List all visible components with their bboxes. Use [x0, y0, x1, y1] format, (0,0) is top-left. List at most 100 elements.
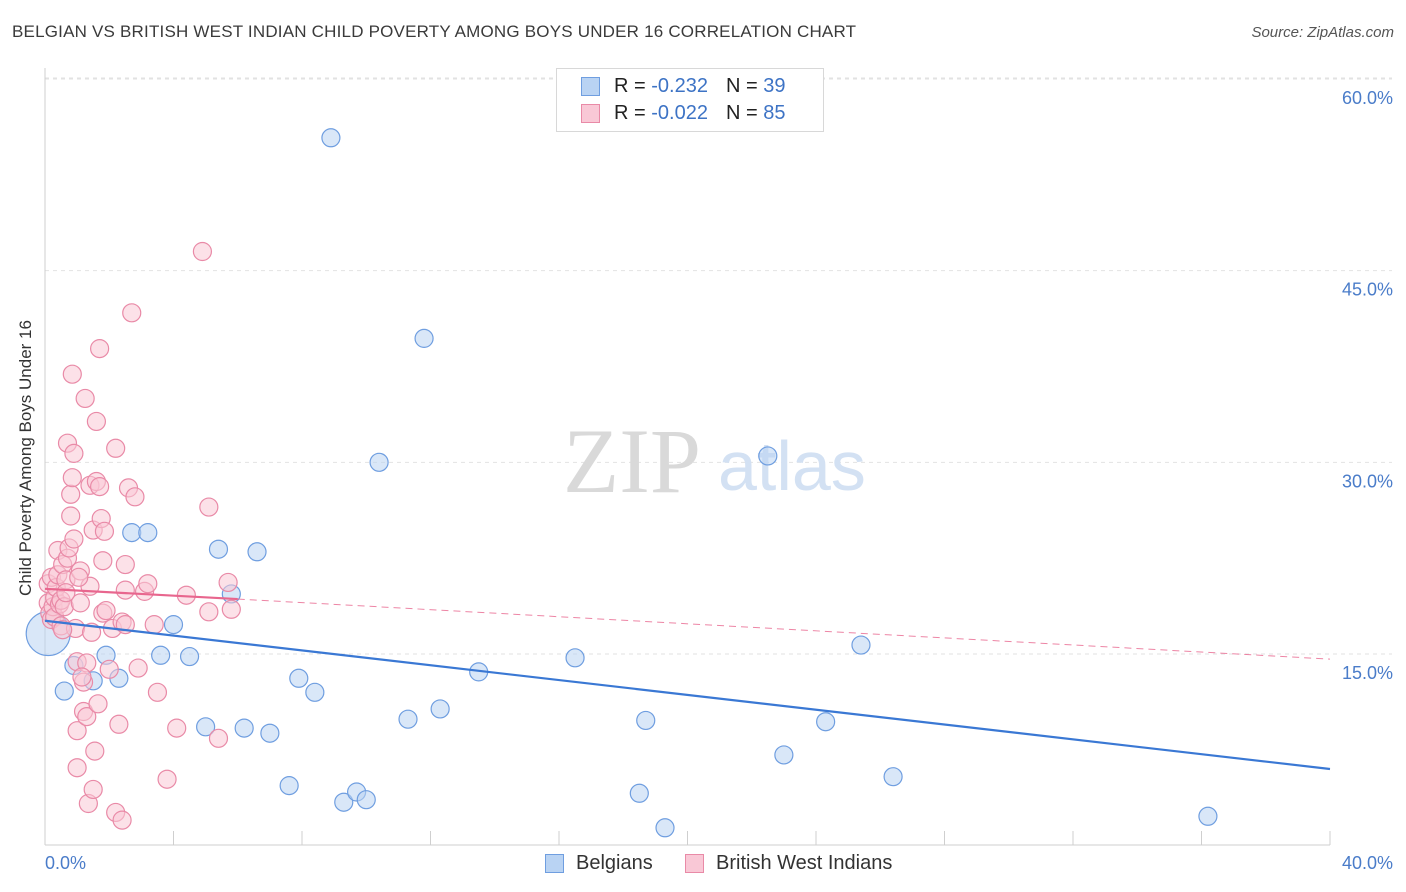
belgians-point	[414, 328, 434, 348]
british-west-indians-point	[115, 554, 135, 575]
british-west-indians-point	[138, 574, 158, 594]
source-label: Source: ZipAtlas.com	[1251, 24, 1394, 41]
british-west-indians-point	[125, 487, 145, 507]
belgians-point	[208, 539, 229, 559]
british-west-indians-point	[106, 438, 126, 458]
british-west-indians-point	[90, 477, 110, 497]
british-west-indians-point	[67, 758, 87, 778]
british-west-indians-point	[86, 411, 107, 432]
belgians-point	[163, 615, 184, 635]
belgians-point	[565, 648, 585, 668]
belgians-point	[883, 767, 903, 787]
y-tick-label: 30.0%	[1342, 471, 1393, 491]
watermark: ZIP atlas	[563, 410, 866, 512]
belgians-point	[179, 646, 200, 667]
british-west-indians-point	[147, 682, 168, 702]
belgians-point	[636, 710, 656, 731]
belgians-point	[305, 682, 325, 702]
british-west-indians-point	[109, 714, 129, 734]
belgians-point	[279, 776, 299, 796]
british-west-indians-swatch	[581, 104, 600, 123]
belgians-point	[196, 717, 216, 737]
british-west-indians-n-value: 85	[763, 102, 786, 124]
belgians-point	[151, 645, 171, 665]
british-west-indians-point	[83, 779, 103, 800]
y-tick-label: 60.0%	[1342, 88, 1393, 108]
belgians-point	[234, 718, 254, 738]
legend-row-british-west-indians: R = -0.022 N = 85	[581, 102, 785, 125]
belgians-point	[54, 681, 74, 701]
belgians-point	[655, 818, 675, 838]
bottom-legend-belgians: Belgians	[545, 852, 653, 875]
chart-title: BELGIAN VS BRITISH WEST INDIAN CHILD POV…	[12, 22, 857, 41]
british-west-indians-point	[85, 741, 105, 761]
british-west-indians-point	[128, 658, 148, 678]
belgians-point	[758, 446, 778, 466]
british-west-indians-point	[192, 241, 213, 262]
r-label: R =	[614, 75, 646, 97]
british-west-indians-r-value: -0.022	[651, 102, 708, 124]
watermark-atlas: atlas	[718, 427, 866, 505]
belgians-point	[430, 699, 450, 719]
british-west-indians-point	[69, 567, 89, 587]
british-west-indians-point	[53, 620, 73, 640]
british-west-indians-point	[218, 572, 238, 593]
british-west-indians-point	[61, 506, 81, 526]
british-west-indians-point	[62, 364, 82, 384]
british-west-indians-point	[208, 728, 229, 748]
belgians-swatch	[581, 77, 600, 96]
belgians-point	[774, 745, 794, 765]
belgians-trend-line	[44, 619, 1331, 771]
british-west-indians-trend-dashed	[237, 598, 1331, 660]
british-west-indians-point	[81, 622, 102, 642]
legend-row-belgians: R = -0.232 N = 39	[581, 75, 785, 98]
belgians-point	[369, 452, 389, 472]
british-west-indians-point	[199, 497, 219, 517]
tick-labels: 15.0% 30.0% 45.0% 60.0% 0.0% 40.0%	[45, 88, 1393, 873]
british-west-indians-point	[99, 659, 119, 679]
n-label: N =	[725, 102, 758, 124]
british-west-indians-point	[167, 718, 187, 738]
belgians-point	[321, 128, 341, 148]
belgians-point	[398, 709, 418, 729]
belgians-point	[356, 790, 376, 810]
british-west-indians-point	[122, 303, 142, 323]
british-west-indians-point	[115, 580, 135, 600]
axes	[44, 68, 1331, 846]
bottom-legend-british-west-indians: British West Indians	[685, 852, 892, 875]
watermark-zip: ZIP	[563, 410, 701, 512]
british-west-indians-point	[96, 600, 116, 621]
british-west-indians-point	[199, 602, 219, 622]
belgians-r-value: -0.232	[651, 75, 708, 97]
trend-lines	[44, 587, 1331, 771]
british-west-indians-point	[70, 593, 90, 613]
correlation-legend: R = -0.232 N = 39 R = -0.022 N = 85	[556, 68, 824, 132]
british-west-indians-point	[56, 583, 76, 603]
belgians-point	[260, 723, 280, 743]
british-west-indians-point	[72, 667, 92, 687]
n-label: N =	[725, 75, 758, 97]
british-west-indians-point	[67, 721, 87, 741]
belgians-point	[247, 542, 267, 562]
belgians-point	[816, 712, 836, 732]
belgians-n-value: 39	[763, 75, 786, 97]
british-west-indians-legend-label: British West Indians	[716, 852, 893, 874]
british-west-indians-point	[157, 769, 177, 789]
british-west-indians-point	[64, 529, 84, 549]
x-tick-label-max: 40.0%	[1342, 853, 1393, 873]
british-west-indians-point	[61, 484, 81, 504]
belgians-point	[851, 635, 871, 655]
british-west-indians-point	[221, 599, 241, 619]
belgians-legend-label: Belgians	[576, 852, 653, 874]
british-west-indians-point	[75, 388, 95, 409]
belgians-point	[122, 523, 142, 543]
belgians-point	[289, 668, 309, 688]
belgians-point	[1198, 806, 1218, 826]
y-tick-label: 45.0%	[1342, 280, 1393, 300]
british-west-indians-legend-swatch	[685, 854, 704, 873]
british-west-indians-point	[112, 810, 132, 830]
british-west-indians-point	[62, 468, 82, 488]
y-tick-label: 15.0%	[1342, 663, 1393, 683]
british-west-indians-point	[77, 707, 97, 727]
